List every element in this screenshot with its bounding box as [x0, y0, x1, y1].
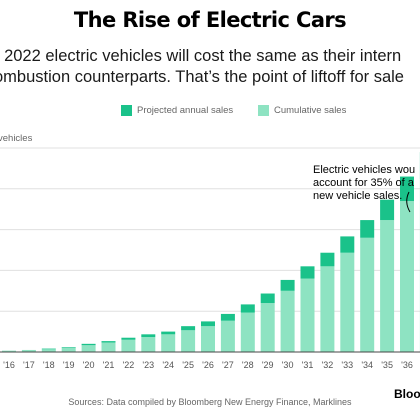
bar-cumulative [280, 290, 295, 352]
x-tick-label: '25 [182, 360, 194, 370]
x-tick-label: '30 [282, 360, 294, 370]
bar-cumulative [41, 349, 56, 352]
subtitle-line-2: ombustion counterparts. That’s the point… [0, 68, 404, 86]
bar-cumulative [101, 342, 116, 352]
x-tick-label: '29 [262, 360, 274, 370]
bar-projected [61, 347, 76, 348]
x-tick-label: '16 [3, 360, 15, 370]
legend-label-projected: Projected annual sales [137, 105, 234, 116]
bar-cumulative [61, 347, 76, 352]
bar-projected [141, 334, 156, 338]
bar-projected [260, 293, 275, 304]
legend-swatch-cumulative [258, 105, 269, 116]
legend-swatch-projected [121, 105, 132, 116]
y-axis-label: vehicles [0, 133, 33, 144]
bar-projected [81, 343, 96, 346]
bar-projected [220, 313, 235, 321]
bar-cumulative [121, 339, 136, 352]
x-tick-label: '33 [341, 360, 353, 370]
bar-cumulative [340, 252, 355, 352]
x-tick-label: '22 [123, 360, 135, 370]
bar-cumulative [220, 320, 235, 352]
x-tick-label: '34 [361, 360, 373, 370]
x-tick-label: '24 [162, 360, 174, 370]
annotation-line-2: account for 35% of a [313, 177, 414, 189]
bar-projected [161, 331, 176, 335]
bar-projected [240, 304, 255, 313]
bar-projected [280, 279, 295, 291]
x-tick-label: '18 [43, 360, 55, 370]
x-tick-label: '35 [381, 360, 393, 370]
bar-projected [101, 341, 116, 343]
x-tick-label: '32 [322, 360, 334, 370]
subtitle-line-1: r 2022 electric vehicles will cost the s… [0, 47, 402, 65]
bar-cumulative [201, 326, 215, 352]
annotation-line-1: Electric vehicles wou [313, 164, 416, 176]
bar-cumulative [360, 237, 375, 352]
bar-cumulative [260, 303, 275, 352]
legend-item-projected: Projected annual sales [121, 105, 233, 116]
x-tick-label: '28 [242, 360, 254, 370]
bar-cumulative [141, 337, 156, 352]
x-tick-label: '21 [103, 360, 115, 370]
annotation-leader [406, 191, 411, 213]
x-tick-label: '17 [23, 360, 35, 370]
x-tick-label: '26 [202, 360, 214, 370]
bar-cumulative [240, 312, 255, 352]
bar-cumulative [161, 334, 176, 352]
bar-cumulative [300, 278, 315, 352]
chart-annotation: Electric vehicles wou account for 35% of… [313, 164, 415, 203]
chart-title: The Rise of Electric Cars [73, 8, 347, 32]
x-tick-label: '36 [401, 360, 413, 370]
bar-projected [400, 176, 414, 202]
bar-projected [181, 326, 196, 331]
bar-projected [41, 348, 56, 350]
bar-cumulative [181, 330, 196, 352]
bar-cumulative [380, 220, 395, 352]
bar-projected [320, 252, 335, 267]
bar-projected [340, 236, 355, 253]
x-tick-label: '20 [83, 360, 95, 370]
x-tick-label: '19 [63, 360, 75, 370]
x-tick-label: '27 [222, 360, 234, 370]
bar-cumulative [2, 350, 16, 352]
bar-cumulative [81, 345, 96, 352]
bar-cumulative [21, 349, 36, 352]
bar-projected [380, 199, 395, 221]
bar-projected [300, 266, 315, 279]
source-note: Sources: Data compiled by Bloomberg New … [68, 397, 352, 407]
annotation-line-3: new vehicle sales. [313, 190, 403, 202]
bar-cumulative [320, 266, 335, 352]
x-tick-label: '31 [302, 360, 314, 370]
bar-projected [201, 321, 215, 327]
x-tick-label: '23 [142, 360, 154, 370]
brand-logo: Bloo [394, 387, 420, 401]
legend-item-cumulative: Cumulative sales [258, 105, 346, 116]
bar-cumulative [400, 201, 414, 352]
bar-projected [121, 337, 136, 340]
bar-projected [360, 220, 375, 238]
legend-label-cumulative: Cumulative sales [274, 105, 347, 116]
